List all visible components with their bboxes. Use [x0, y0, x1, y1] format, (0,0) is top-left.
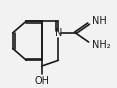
- Text: NH: NH: [92, 16, 107, 26]
- Text: N: N: [55, 28, 62, 38]
- Text: OH: OH: [35, 76, 50, 86]
- Text: NH₂: NH₂: [92, 40, 111, 50]
